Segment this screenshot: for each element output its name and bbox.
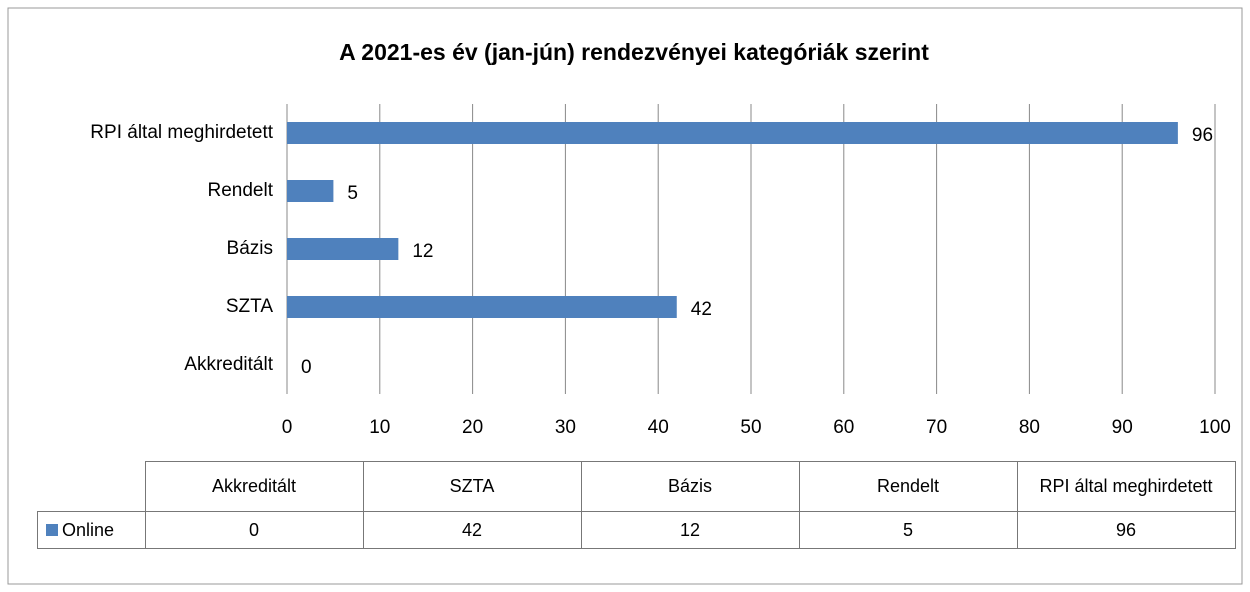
table-header: Rendelt bbox=[798, 461, 1018, 512]
table-header-row: Akkreditált SZTA Bázis Rendelt RPI által meg… bbox=[37, 461, 1236, 512]
table-header: Bázis bbox=[580, 461, 800, 512]
data-table: Akkreditált SZTA Bázis Rendelt RPI által meg… bbox=[37, 461, 1236, 549]
legend-cell: Online bbox=[37, 511, 146, 549]
x-tick-label: 10 bbox=[369, 417, 390, 438]
data-label: 5 bbox=[347, 183, 358, 204]
table-header: SZTA bbox=[362, 461, 582, 512]
table-value: 0 bbox=[144, 511, 364, 549]
x-tick-label: 90 bbox=[1112, 417, 1133, 438]
bar bbox=[287, 180, 334, 202]
x-tick-label: 0 bbox=[282, 417, 293, 438]
table-value: 5 bbox=[798, 511, 1018, 549]
table-header: Akkreditált bbox=[144, 461, 364, 512]
y-tick-label: SZTA bbox=[226, 296, 273, 317]
table-value: 12 bbox=[580, 511, 800, 549]
y-tick-label: RPI által meghirdetett bbox=[90, 122, 273, 143]
table-header: RPI által meghirdetett bbox=[1016, 461, 1236, 512]
bar bbox=[287, 296, 677, 318]
x-tick-label: 30 bbox=[555, 417, 576, 438]
x-tick-label: 80 bbox=[1019, 417, 1040, 438]
table-value: 42 bbox=[362, 511, 582, 549]
x-tick-label: 60 bbox=[833, 417, 854, 438]
data-label: 96 bbox=[1192, 125, 1213, 146]
x-tick-label: 100 bbox=[1199, 417, 1231, 438]
table-row: Online 0 42 12 5 96 bbox=[37, 511, 1236, 549]
chart-title: A 2021-es év (jan-jún) rendezvényei kate… bbox=[339, 39, 929, 65]
table-value: 96 bbox=[1016, 511, 1236, 549]
x-tick-label: 50 bbox=[740, 417, 761, 438]
bar bbox=[287, 122, 1178, 144]
x-tick-label: 20 bbox=[462, 417, 483, 438]
legend-swatch bbox=[46, 523, 58, 536]
y-tick-label: Rendelt bbox=[208, 180, 274, 201]
data-label: 42 bbox=[691, 299, 712, 320]
table-corner bbox=[37, 461, 146, 512]
y-tick-label: Akkreditált bbox=[184, 354, 273, 375]
x-tick-label: 40 bbox=[648, 417, 669, 438]
data-label: 0 bbox=[301, 357, 312, 378]
x-tick-label: 70 bbox=[926, 417, 947, 438]
bar bbox=[287, 238, 399, 260]
legend-label: Online bbox=[62, 519, 115, 540]
data-label: 12 bbox=[412, 241, 433, 262]
y-tick-label: Bázis bbox=[227, 238, 273, 259]
